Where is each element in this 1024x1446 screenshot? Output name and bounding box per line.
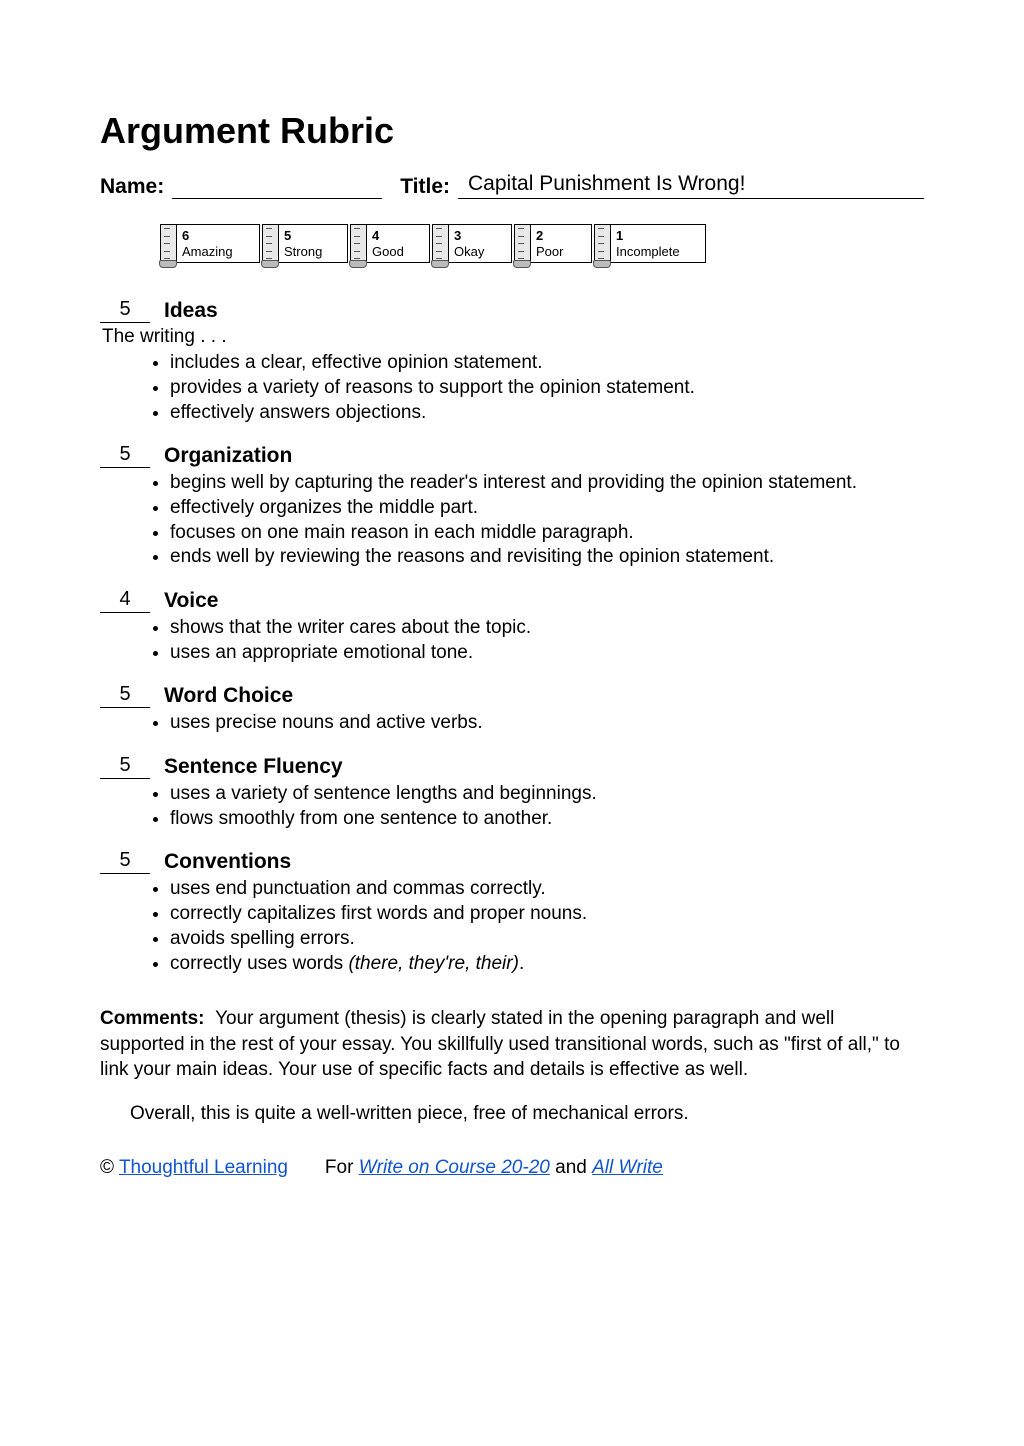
bullet-item: uses an appropriate emotional tone. bbox=[170, 641, 924, 666]
rubric-section: 5 Conventions uses end punctuation and com… bbox=[100, 849, 924, 976]
footer-link-course[interactable]: Write on Course 20-20 bbox=[359, 1157, 550, 1178]
bullet-item: uses precise nouns and active verbs. bbox=[170, 711, 924, 736]
bullet-item: provides a variety of reasons to support… bbox=[170, 376, 924, 401]
bullet-item: flows smoothly from one sentence to anot… bbox=[170, 807, 924, 832]
footer-link-thoughtful[interactable]: Thoughtful Learning bbox=[119, 1157, 288, 1178]
section-title: Sentence Fluency bbox=[164, 755, 343, 779]
scale-word: Strong bbox=[284, 244, 322, 260]
bullet-item: correctly capitalizes first words and pr… bbox=[170, 902, 924, 927]
bullet-list: begins well by capturing the reader's in… bbox=[100, 471, 924, 570]
bullet-list: includes a clear, effective opinion stat… bbox=[100, 351, 924, 425]
scale-cell: 3Okay bbox=[432, 224, 512, 263]
bullet-item: uses end punctuation and commas correctl… bbox=[170, 877, 924, 902]
rubric-section: 5 Organization begins well by capturing th… bbox=[100, 443, 924, 570]
section-score[interactable]: 5 bbox=[100, 754, 150, 779]
title-label: Title: bbox=[400, 175, 450, 199]
comments-para1: Your argument (thesis) is clearly stated… bbox=[100, 1008, 900, 1080]
comments-label: Comments: bbox=[100, 1008, 205, 1029]
section-score[interactable]: 5 bbox=[100, 683, 150, 708]
bullet-item: shows that the writer cares about the to… bbox=[170, 616, 924, 641]
section-head: 5 Word Choice bbox=[100, 683, 924, 708]
scale-text: 1Incomplete bbox=[611, 225, 688, 262]
scale-number: 4 bbox=[372, 228, 404, 244]
gauge-icon bbox=[263, 225, 279, 262]
rubric-section: 5 Word Choice uses precise nouns and activ… bbox=[100, 683, 924, 736]
scale-text: 6Amazing bbox=[177, 225, 241, 262]
section-head: 5 Organization bbox=[100, 443, 924, 468]
scale-number: 2 bbox=[536, 228, 563, 244]
sections-container: 5 Ideas The writing . . . includes a clear,… bbox=[100, 298, 924, 976]
rubric-section: 5 Ideas The writing . . . includes a clear,… bbox=[100, 298, 924, 425]
scale-word: Poor bbox=[536, 244, 563, 260]
section-score[interactable]: 5 bbox=[100, 849, 150, 874]
bullet-list: uses a variety of sentence lengths and b… bbox=[100, 782, 924, 831]
section-head: 5 Ideas bbox=[100, 298, 924, 323]
section-head: 5 Conventions bbox=[100, 849, 924, 874]
scale-number: 6 bbox=[182, 228, 233, 244]
bullet-item: begins well by capturing the reader's in… bbox=[170, 471, 924, 496]
scale-word: Incomplete bbox=[616, 244, 680, 260]
scale-cell: 2Poor bbox=[514, 224, 592, 263]
scale-cell: 6Amazing bbox=[160, 224, 260, 263]
gauge-icon bbox=[515, 225, 531, 262]
bullet-list: uses end punctuation and commas correctl… bbox=[100, 877, 924, 976]
rubric-section: 4 Voice shows that the writer cares about … bbox=[100, 588, 924, 665]
bullet-item: focuses on one main reason in each middl… bbox=[170, 521, 924, 546]
header-row: Name: Title: Capital Punishment Is Wrong… bbox=[100, 172, 924, 199]
scale-number: 1 bbox=[616, 228, 680, 244]
gauge-icon bbox=[433, 225, 449, 262]
rubric-section: 5 Sentence Fluency uses a variety of sente… bbox=[100, 754, 924, 831]
bullet-item: effectively organizes the middle part. bbox=[170, 496, 924, 521]
name-label: Name: bbox=[100, 175, 164, 199]
bullet-item: uses a variety of sentence lengths and b… bbox=[170, 782, 924, 807]
section-title: Organization bbox=[164, 444, 292, 468]
section-title: Voice bbox=[164, 589, 218, 613]
gauge-icon bbox=[351, 225, 367, 262]
bullet-item: includes a clear, effective opinion stat… bbox=[170, 351, 924, 376]
section-title: Ideas bbox=[164, 299, 218, 323]
gauge-icon bbox=[595, 225, 611, 262]
comments-block: Comments: Your argument (thesis) is clea… bbox=[100, 1006, 924, 1127]
footer: © Thoughtful Learning For Write on Cours… bbox=[100, 1157, 924, 1179]
scale-word: Amazing bbox=[182, 244, 233, 260]
comments-para2: Overall, this is quite a well-written pi… bbox=[130, 1101, 924, 1127]
scale-word: Good bbox=[372, 244, 404, 260]
bullet-item: avoids spelling errors. bbox=[170, 927, 924, 952]
section-score[interactable]: 5 bbox=[100, 298, 150, 323]
section-head: 5 Sentence Fluency bbox=[100, 754, 924, 779]
footer-link-allwrite[interactable]: All Write bbox=[592, 1157, 663, 1178]
section-title: Word Choice bbox=[164, 684, 293, 708]
bullet-list: uses precise nouns and active verbs. bbox=[100, 711, 924, 736]
scale-text: 2Poor bbox=[531, 225, 571, 262]
gauge-icon bbox=[161, 225, 177, 262]
scale-text: 5Strong bbox=[279, 225, 330, 262]
footer-and: and bbox=[555, 1157, 587, 1178]
bullet-item: effectively answers objections. bbox=[170, 401, 924, 426]
scale-word: Okay bbox=[454, 244, 484, 260]
scale-cell: 4Good bbox=[350, 224, 430, 263]
title-field[interactable]: Capital Punishment Is Wrong! bbox=[458, 172, 924, 199]
page-container: Argument Rubric Name: Title: Capital Pun… bbox=[0, 0, 1024, 1446]
intro-line: The writing . . . bbox=[102, 326, 924, 348]
section-score[interactable]: 4 bbox=[100, 588, 150, 613]
scale-text: 4Good bbox=[367, 225, 412, 262]
scale-text: 3Okay bbox=[449, 225, 492, 262]
bullet-item: ends well by reviewing the reasons and r… bbox=[170, 545, 924, 570]
scale-number: 5 bbox=[284, 228, 322, 244]
bullet-item: correctly uses words (there, they're, th… bbox=[170, 952, 924, 977]
section-title: Conventions bbox=[164, 850, 291, 874]
footer-for: For bbox=[325, 1157, 354, 1178]
rating-scale: 6Amazing 5Strong 4Good 3Okay 2Poor 1Incomplet… bbox=[160, 224, 924, 263]
copyright-symbol: © bbox=[100, 1157, 114, 1178]
page-title: Argument Rubric bbox=[100, 110, 924, 152]
scale-cell: 1Incomplete bbox=[594, 224, 706, 263]
section-head: 4 Voice bbox=[100, 588, 924, 613]
section-score[interactable]: 5 bbox=[100, 443, 150, 468]
name-field[interactable] bbox=[172, 175, 382, 199]
scale-cell: 5Strong bbox=[262, 224, 348, 263]
scale-number: 3 bbox=[454, 228, 484, 244]
bullet-list: shows that the writer cares about the to… bbox=[100, 616, 924, 665]
